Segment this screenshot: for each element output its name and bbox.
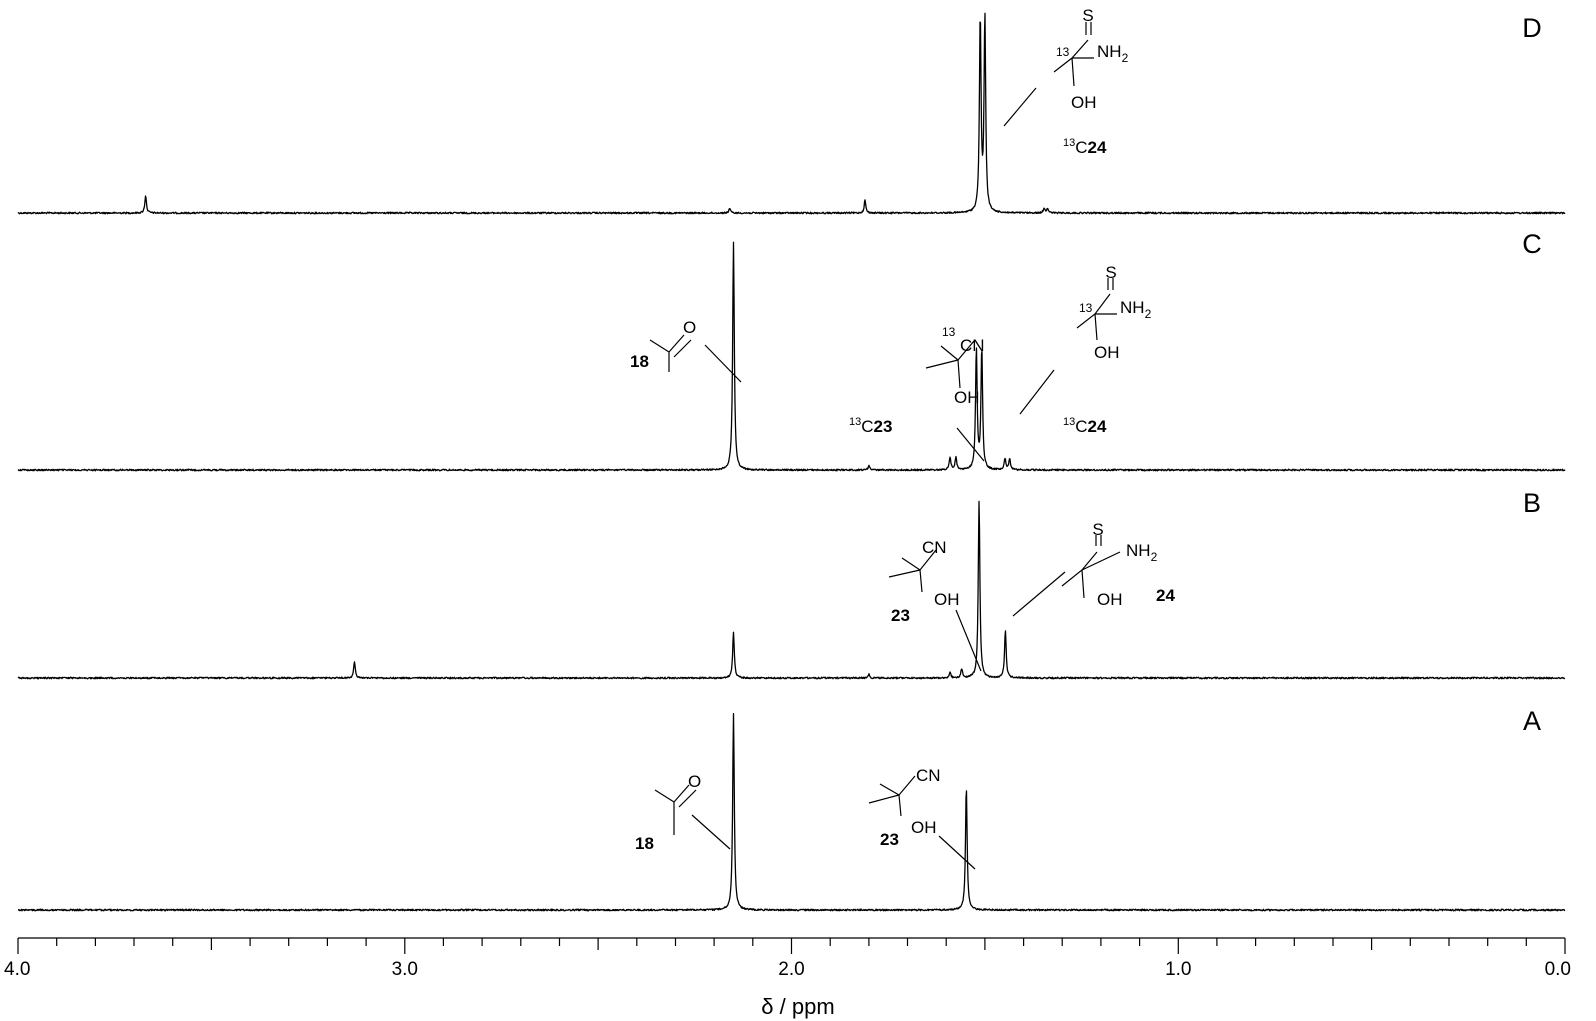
svg-text:O: O (683, 318, 696, 337)
x-axis-label: δ / ppm (761, 994, 834, 1019)
structure-b-23: CN OH 23 (888, 538, 982, 672)
x-axis: 4.0 3.0 2.0 1.0 0.0 (4, 937, 1571, 980)
svg-text:OH: OH (1071, 93, 1097, 112)
svg-text:OH: OH (1097, 590, 1123, 609)
structure-c-13c-24: S NH2 OH 13 13C24 (1019, 263, 1152, 436)
x-tick-label: 4.0 (4, 959, 30, 980)
svg-text:OH: OH (954, 388, 980, 407)
svg-text:OH: OH (911, 818, 937, 837)
spectrum-letter-d: D (1522, 13, 1542, 43)
label-23-a: 23 (880, 830, 899, 849)
svg-text:NH2: NH2 (1097, 42, 1129, 65)
x-tick-label: 2.0 (778, 959, 804, 980)
spectrum-trace-d (17, 12, 1566, 215)
svg-text:CN: CN (922, 538, 947, 557)
spectrum-trace-a (17, 712, 1566, 912)
x-tick-label: 3.0 (392, 959, 418, 980)
svg-text:S: S (1105, 263, 1116, 282)
svg-text:13: 13 (942, 325, 956, 339)
structure-a-acetone-18: O 18 (635, 772, 731, 853)
svg-text:O: O (688, 772, 701, 791)
structure-b-24: S NH2 OH 24 (1012, 520, 1175, 617)
svg-text:OH: OH (1094, 343, 1120, 362)
svg-text:CN: CN (960, 336, 985, 355)
x-tick-label: 1.0 (1165, 959, 1191, 980)
x-tick-label: 0.0 (1545, 959, 1571, 980)
svg-text:13: 13 (1079, 301, 1093, 315)
label-13c-23-c: 13C23 (849, 416, 892, 436)
structure-a-23: CN OH 23 (868, 766, 976, 870)
structure-d-13c-24: S NH2 OH 13 13C24 (1003, 6, 1129, 157)
structure-c-13c-23: CN OH 13 13C23 (849, 325, 985, 462)
svg-text:OH: OH (934, 590, 960, 609)
spectrum-letter-b: B (1523, 488, 1541, 518)
spectrum-trace-b (17, 500, 1566, 680)
label-24-b: 24 (1156, 586, 1175, 605)
label-23-b: 23 (891, 606, 910, 625)
spectrum-letter-c: C (1522, 229, 1542, 259)
svg-text:CN: CN (916, 766, 941, 785)
spectrum-letter-a: A (1523, 706, 1541, 736)
svg-text:NH2: NH2 (1126, 541, 1158, 564)
svg-text:NH2: NH2 (1120, 298, 1152, 321)
svg-text:13: 13 (1056, 45, 1070, 59)
label-18-a: 18 (635, 834, 654, 853)
label-13c-24-d: 13C24 (1063, 137, 1107, 157)
label-13c-24-c: 13C24 (1063, 416, 1107, 436)
svg-text:S: S (1092, 520, 1103, 539)
label-18-c: 18 (630, 352, 649, 371)
spectrum-trace-c (17, 241, 1566, 472)
svg-text:S: S (1082, 6, 1093, 25)
structure-c-acetone-18: O 18 (630, 318, 742, 383)
